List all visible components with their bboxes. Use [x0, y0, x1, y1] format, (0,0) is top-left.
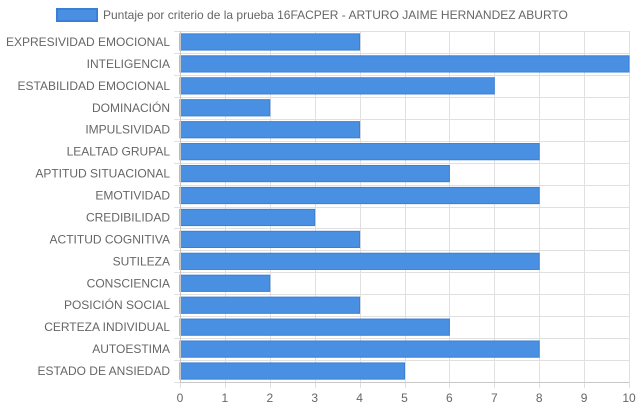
bar[interactable] — [179, 77, 495, 95]
bar[interactable] — [179, 340, 540, 358]
bars — [179, 33, 630, 380]
category-label: INTELIGENCIA — [87, 57, 170, 71]
x-tick-label: 0 — [177, 391, 184, 405]
bar[interactable] — [179, 362, 405, 380]
x-tick-label: 8 — [536, 391, 543, 405]
bar[interactable] — [179, 55, 630, 73]
category-label: SUTILEZA — [113, 254, 170, 268]
category-label: DOMINACIÓN — [92, 100, 170, 115]
category-label: EXPRESIVIDAD EMOCIONAL — [6, 35, 170, 49]
bar[interactable] — [179, 318, 450, 336]
legend-label[interactable]: Puntaje por criterio de la prueba 16FACP… — [103, 8, 568, 22]
category-label: IMPULSIVIDAD — [85, 123, 170, 137]
category-label: POSICIÓN SOCIAL — [64, 297, 170, 312]
bar[interactable] — [179, 230, 361, 249]
category-label: LEALTAD GRUPAL — [67, 145, 171, 159]
category-label: CREDIBILIDAD — [86, 210, 170, 224]
x-tick-label: 2 — [266, 391, 273, 405]
bar[interactable] — [179, 186, 540, 205]
category-label: EMOTIVIDAD — [95, 189, 170, 203]
bar[interactable] — [179, 252, 540, 270]
category-label: APTITUD SITUACIONAL — [35, 167, 170, 181]
x-tick-label: 3 — [311, 391, 318, 405]
axes — [180, 31, 629, 383]
bar[interactable] — [179, 99, 271, 117]
category-label: ESTADO DE ANSIEDAD — [38, 364, 171, 378]
category-label: AUTOESTIMA — [92, 342, 170, 356]
x-tick-label: 4 — [356, 391, 363, 405]
x-tick-label: 1 — [222, 391, 229, 405]
legend-swatch[interactable] — [56, 8, 98, 22]
x-tick-label: 5 — [401, 391, 408, 405]
x-tick-label: 7 — [491, 391, 498, 405]
category-label: ACTITUD COGNITIVA — [50, 232, 170, 246]
category-label: CERTEZA INDIVIDUAL — [44, 320, 170, 334]
category-label: ESTABILIDAD EMOCIONAL — [18, 79, 171, 93]
category-label: CONSCIENCIA — [87, 276, 170, 290]
x-tick-label: 6 — [446, 391, 453, 405]
bar[interactable] — [179, 164, 450, 183]
legend[interactable]: Puntaje por criterio de la prueba 16FACP… — [56, 8, 568, 22]
x-tick-label: 9 — [581, 391, 588, 405]
x-tick-label: 10 — [622, 391, 636, 405]
bar[interactable] — [179, 208, 316, 227]
bar[interactable] — [179, 33, 361, 51]
bar[interactable] — [179, 296, 361, 314]
bar[interactable] — [179, 274, 271, 292]
category-labels: EXPRESIVIDAD EMOCIONAL INTELIGENCIA ESTABI… — [6, 35, 170, 378]
bar[interactable] — [179, 143, 540, 161]
bar[interactable] — [179, 121, 361, 139]
x-tick-labels: 0 1 2 3 4 5 6 7 8 9 10 — [177, 391, 636, 405]
